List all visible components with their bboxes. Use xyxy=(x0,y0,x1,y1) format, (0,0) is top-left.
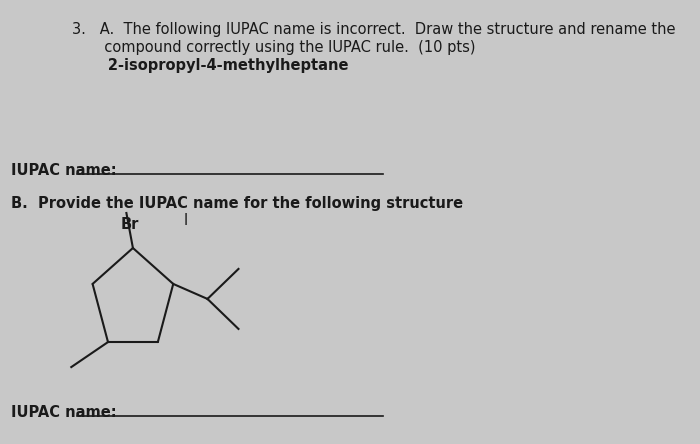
Text: B.  Provide the IUPAC name for the following structure: B. Provide the IUPAC name for the follow… xyxy=(11,196,463,211)
Text: IUPAC name:: IUPAC name: xyxy=(11,163,117,178)
Text: Br: Br xyxy=(120,217,139,232)
Text: I: I xyxy=(183,213,188,228)
Text: compound correctly using the IUPAC rule.  (10 pts): compound correctly using the IUPAC rule.… xyxy=(72,40,475,55)
Text: 2-isopropyl-4-methylheptane: 2-isopropyl-4-methylheptane xyxy=(72,58,349,73)
Text: IUPAC name:: IUPAC name: xyxy=(11,405,117,420)
Text: 3.   A.  The following IUPAC name is incorrect.  Draw the structure and rename t: 3. A. The following IUPAC name is incorr… xyxy=(72,22,676,37)
